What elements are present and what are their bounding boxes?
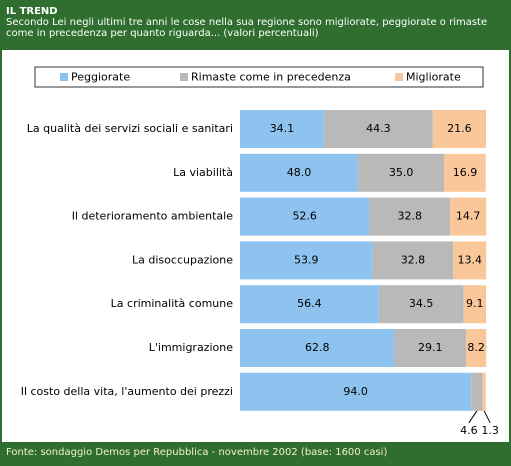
bar-segment: [463, 285, 486, 324]
value-label: 14.7: [456, 210, 481, 223]
value-label: 94.0: [343, 385, 368, 398]
value-label: 16.9: [453, 166, 478, 179]
bar-segment: [240, 372, 472, 411]
value-label: 4.6: [460, 424, 478, 437]
leader-line: [483, 410, 491, 424]
bar-segment: [378, 285, 464, 324]
bar-segment: [240, 329, 395, 367]
value-label: 32.8: [401, 253, 426, 266]
value-label: 56.4: [297, 297, 322, 310]
category-label: Il costo della vita, l'aumento dei prezz…: [21, 385, 233, 398]
category-label: La disoccupazione: [132, 253, 233, 266]
leader-line: [468, 410, 478, 424]
category-label: L'immigrazione: [149, 341, 233, 354]
chart-subtitle: Secondo Lei negli ultimi tre anni le cos…: [6, 17, 488, 39]
bar-segment: [450, 197, 487, 236]
bar-segment: [240, 241, 373, 280]
category-label: La criminalità comune: [111, 297, 234, 310]
value-label: 53.9: [294, 253, 319, 266]
bar-segment: [444, 153, 486, 192]
source: Fonte: sondaggio Demos per Repubblica - …: [2, 442, 509, 464]
bar-segment: [466, 329, 487, 367]
value-label: 1.3: [481, 424, 499, 437]
value-label: 35.0: [389, 166, 414, 179]
category-label: Il deterioramento ambientale: [72, 210, 234, 223]
value-label: 29.1: [418, 341, 443, 354]
value-label: 21.6: [447, 122, 472, 135]
bar-segment: [240, 285, 379, 324]
category-label: La viabilità: [173, 166, 233, 179]
bar-segment: [369, 197, 451, 236]
bar-segment: [240, 197, 370, 236]
bar-segment: [323, 110, 433, 148]
legend-label: Migliorate: [406, 71, 461, 84]
bar-segment: [432, 110, 486, 148]
bar-segment: [453, 241, 487, 280]
value-label: 8.2: [467, 341, 485, 354]
bar-segment: [372, 241, 454, 280]
value-label: 52.6: [292, 210, 317, 223]
header: IL TREND Secondo Lei negli ultimi tre an…: [2, 2, 509, 50]
value-label: 13.4: [458, 253, 483, 266]
bar-segment: [358, 153, 445, 192]
value-label: 44.3: [366, 122, 391, 135]
value-label: 48.0: [287, 166, 312, 179]
bar-segment: [240, 153, 359, 192]
legend-label: Peggiorate: [71, 71, 130, 84]
legend-label: Rimaste come in precedenza: [191, 71, 351, 84]
category-label: La qualità dei servizi sociali e sanitar…: [27, 122, 233, 135]
chart: Peggiorate Rimaste come in precedenza Migl…: [21, 66, 499, 437]
value-label: 34.5: [409, 297, 434, 310]
value-label: 62.8: [305, 341, 330, 354]
value-label: 32.8: [397, 210, 422, 223]
bar-segment: [482, 372, 486, 411]
legend-box: [34, 66, 484, 88]
legend-swatch: [395, 73, 403, 81]
chart-title: IL TREND: [6, 6, 58, 17]
value-label: 9.1: [466, 297, 484, 310]
bar-segment: [394, 329, 467, 367]
legend-swatch: [180, 73, 188, 81]
bar-segment: [471, 372, 483, 411]
value-label: 34.1: [270, 122, 295, 135]
legend-swatch: [60, 73, 68, 81]
bar-segment: [240, 110, 324, 148]
